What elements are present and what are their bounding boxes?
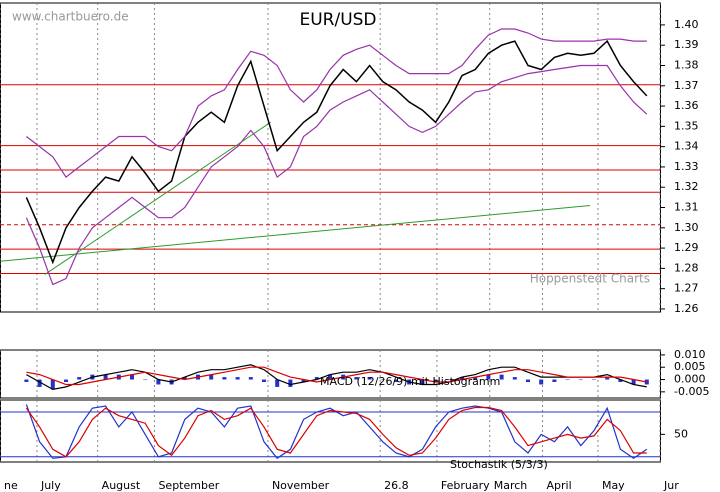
series-line: [26, 364, 647, 391]
x-tick-label: ne: [4, 479, 18, 492]
y-tick-label: 1.31: [674, 201, 699, 214]
x-tick-label: August: [102, 479, 141, 492]
x-tick-label: 26.8: [384, 479, 409, 492]
histogram-bar: [473, 377, 478, 380]
panel-frame: [0, 349, 661, 399]
y-tick-label: 50: [674, 427, 688, 440]
histogram-bar: [446, 379, 451, 381]
x-tick-label: April: [547, 479, 572, 492]
y-tick-label: 1.32: [674, 180, 699, 193]
histogram-bar: [143, 379, 148, 381]
macd-label: MACD (12/26/9) mit Histogramm: [320, 375, 500, 388]
y-tick-label: 1.33: [674, 160, 699, 173]
y-tick-label: 0.010: [674, 348, 706, 361]
histogram-bar: [275, 379, 280, 387]
y-tick-label: 1.34: [674, 140, 699, 153]
y-tick-label: 0.000: [674, 373, 706, 386]
trend-line: [44, 121, 271, 275]
series-line: [25, 404, 648, 460]
watermark: www.chartbuero.de: [12, 10, 129, 24]
histogram-bar: [394, 379, 398, 382]
histogram-bar: [526, 379, 530, 382]
histogram-bar: [552, 379, 557, 382]
y-tick-label: 1.38: [674, 58, 699, 71]
y-tick-label: 1.35: [674, 119, 699, 132]
histogram-bar: [288, 379, 293, 387]
histogram-bar: [156, 379, 161, 385]
y-tick-label: -0.005: [674, 385, 709, 398]
histogram-bar: [539, 379, 544, 385]
source-label: Hoppenstedt Charts: [530, 272, 650, 286]
histogram-bar: [460, 377, 464, 380]
histogram-bar: [420, 379, 425, 385]
series-line: [25, 64, 648, 286]
histogram-bar: [380, 379, 385, 381]
series-line: [26, 366, 647, 386]
histogram-bar: [222, 377, 227, 380]
x-tick-label: Jur: [663, 479, 679, 492]
histogram-bar: [24, 379, 29, 382]
histogram-bar: [486, 374, 491, 380]
histogram-bar: [367, 377, 372, 380]
y-tick-label: 1.26: [674, 302, 699, 315]
histogram-bar: [103, 374, 108, 380]
histogram-bar: [592, 379, 596, 381]
histogram-bar: [248, 377, 253, 380]
panel-frame: [0, 399, 661, 463]
histogram-bar: [64, 379, 68, 382]
histogram-bar: [130, 374, 134, 380]
histogram-bar: [235, 377, 240, 380]
x-tick-label: May: [602, 479, 625, 492]
histogram-bar: [433, 379, 438, 382]
series-line: [26, 28, 647, 178]
x-tick-label: February: [441, 479, 490, 492]
histogram-bar: [301, 379, 306, 382]
histogram-bar: [328, 374, 332, 380]
histogram-bar: [578, 379, 583, 381]
histogram-bar: [262, 379, 266, 382]
histogram-bar: [565, 379, 570, 381]
histogram-bar: [50, 379, 55, 390]
chart-title: EUR/USD: [299, 10, 376, 30]
series-line: [25, 406, 647, 458]
histogram-bar: [618, 379, 623, 382]
histogram-bar: [209, 374, 214, 380]
x-tick-label: March: [494, 479, 528, 492]
histogram-bar: [314, 377, 319, 380]
x-tick-label: November: [272, 479, 330, 492]
histogram-bar: [512, 377, 517, 380]
panel-frame: [0, 2, 661, 313]
y-tick-label: 1.30: [674, 221, 699, 234]
x-tick-label: September: [158, 479, 219, 492]
series-line: [25, 39, 648, 265]
stoch-label: Stochastik (5/3/3): [450, 458, 548, 471]
y-tick-label: 1.27: [674, 282, 699, 295]
histogram-bar: [182, 377, 187, 380]
x-tick-label: July: [40, 479, 61, 492]
histogram-bar: [354, 377, 359, 380]
y-tick-label: 1.39: [674, 38, 699, 51]
histogram-bar: [631, 379, 636, 385]
y-tick-label: 1.28: [674, 261, 699, 274]
y-tick-label: 0.005: [674, 360, 706, 373]
y-tick-label: 1.40: [674, 18, 699, 31]
y-tick-label: 1.37: [674, 79, 699, 92]
histogram-bar: [499, 374, 504, 380]
y-tick-label: 1.29: [674, 241, 699, 254]
trend-line: [0, 204, 591, 262]
histogram-bar: [37, 379, 42, 387]
y-tick-label: 1.36: [674, 99, 699, 112]
histogram-bar: [605, 377, 610, 380]
histogram-bar: [77, 377, 82, 380]
